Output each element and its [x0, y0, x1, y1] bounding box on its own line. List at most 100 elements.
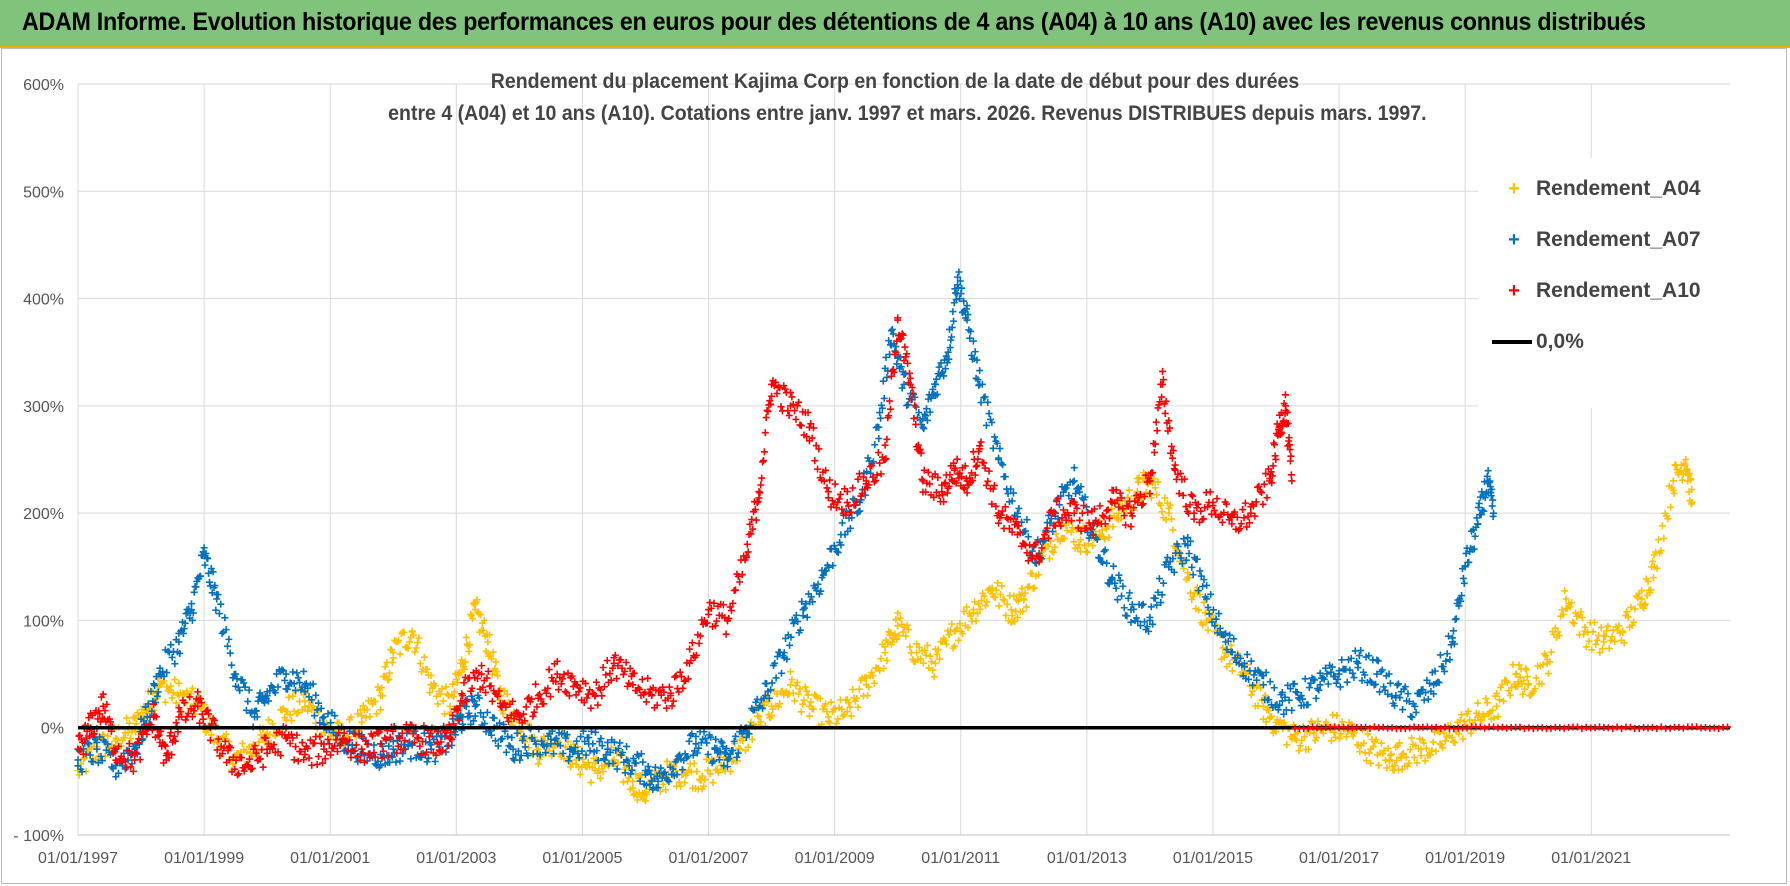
data-point-rendement_a07	[621, 769, 629, 777]
data-point-rendement_a07	[1112, 584, 1120, 592]
data-point-rendement_a10	[1141, 492, 1148, 500]
data-point-rendement_a10	[862, 477, 870, 485]
data-point-rendement_a10	[515, 713, 523, 721]
data-point-rendement_a10	[1197, 507, 1205, 515]
data-point-rendement_a10	[904, 359, 912, 367]
data-point-rendement_a07	[780, 649, 788, 657]
data-point-rendement_a10	[713, 617, 721, 625]
data-point-rendement_a04	[427, 672, 435, 680]
data-point-rendement_a10	[182, 716, 190, 724]
data-point-rendement_a07	[956, 277, 964, 285]
data-point-rendement_a10	[225, 756, 233, 764]
data-point-rendement_a04	[1314, 717, 1322, 725]
data-point-rendement_a10	[1119, 505, 1127, 513]
data-point-rendement_a04	[1605, 644, 1613, 652]
data-point-rendement_a10	[830, 500, 838, 508]
data-point-rendement_a07	[654, 777, 662, 785]
data-point-rendement_a10	[881, 441, 889, 449]
data-point-rendement_a07	[711, 745, 719, 753]
data-point-rendement_a04	[1068, 524, 1076, 532]
data-point-rendement_a10	[728, 607, 736, 615]
data-point-rendement_a10	[614, 662, 622, 670]
data-point-rendement_a04	[1283, 741, 1291, 749]
data-point-rendement_a07	[932, 375, 940, 383]
data-point-rendement_a07	[701, 734, 709, 742]
data-point-rendement_a07	[1299, 695, 1307, 703]
data-point-rendement_a07	[498, 735, 506, 743]
data-point-rendement_a04	[1000, 596, 1008, 604]
data-point-rendement_a07	[407, 755, 415, 763]
data-point-rendement_a07	[923, 416, 931, 424]
data-point-rendement_a04	[1045, 555, 1053, 563]
data-point-rendement_a10	[906, 380, 914, 388]
data-point-rendement_a10	[826, 476, 834, 484]
data-point-rendement_a07	[481, 720, 489, 728]
data-point-rendement_a04	[788, 676, 796, 684]
data-point-rendement_a04	[460, 665, 468, 673]
data-point-rendement_a07	[327, 719, 335, 727]
data-point-rendement_a07	[790, 619, 798, 627]
data-point-rendement_a04	[1114, 509, 1122, 517]
data-point-rendement_a07	[966, 334, 974, 342]
data-point-rendement_a04	[973, 609, 981, 617]
data-point-rendement_a10	[992, 502, 1000, 510]
data-point-rendement_a07	[628, 766, 636, 774]
data-point-rendement_a10	[788, 393, 796, 401]
data-point-rendement_a10	[1240, 514, 1248, 522]
data-point-rendement_a07	[1366, 677, 1374, 685]
data-point-rendement_a04	[1405, 759, 1413, 767]
data-point-rendement_a07	[1266, 678, 1274, 686]
data-point-rendement_a10	[843, 498, 851, 506]
data-point-rendement_a04	[1588, 646, 1596, 654]
data-point-rendement_a04	[1398, 751, 1406, 759]
data-point-rendement_a07	[991, 433, 999, 441]
data-point-rendement_a04	[453, 678, 461, 686]
data-point-rendement_a04	[881, 649, 889, 657]
data-point-rendement_a07	[963, 316, 971, 324]
data-point-rendement_a04	[286, 711, 294, 719]
data-point-rendement_a10	[906, 374, 914, 382]
data-point-rendement_a04	[167, 682, 175, 690]
data-point-rendement_a07	[869, 458, 877, 466]
data-point-rendement_a07	[1081, 493, 1089, 501]
data-point-rendement_a10	[758, 474, 766, 482]
data-point-rendement_a04	[466, 641, 474, 649]
data-point-rendement_a10	[112, 745, 120, 753]
data-point-rendement_a10	[1059, 506, 1067, 514]
data-point-rendement_a04	[697, 776, 705, 784]
data-point-rendement_a07	[1145, 627, 1153, 635]
data-point-rendement_a10	[849, 484, 857, 492]
data-point-rendement_a07	[993, 439, 1001, 447]
data-point-rendement_a07	[399, 750, 407, 758]
data-point-rendement_a04	[534, 760, 542, 768]
data-point-rendement_a04	[423, 665, 431, 673]
data-point-rendement_a04	[706, 770, 714, 778]
data-point-rendement_a04	[1372, 736, 1380, 744]
data-point-rendement_a10	[414, 734, 422, 742]
data-point-rendement_a04	[499, 710, 507, 718]
data-point-rendement_a07	[903, 401, 911, 409]
data-point-rendement_a04	[587, 778, 595, 786]
data-point-rendement_a07	[187, 600, 195, 608]
data-point-rendement_a10	[787, 388, 795, 396]
data-point-rendement_a10	[1218, 518, 1226, 526]
data-point-rendement_a04	[1342, 733, 1350, 741]
data-point-rendement_a10	[903, 350, 911, 358]
data-point-rendement_a04	[977, 596, 985, 604]
data-point-rendement_a04	[1195, 606, 1203, 614]
data-point-rendement_a07	[673, 771, 681, 779]
data-point-rendement_a10	[773, 390, 781, 398]
data-point-rendement_a10	[346, 736, 354, 744]
data-point-rendement_a07	[578, 747, 586, 755]
data-point-rendement_a04	[793, 679, 801, 687]
data-point-rendement_a07	[1338, 656, 1346, 664]
data-point-rendement_a10	[747, 530, 755, 538]
legend-item-a04: + Rendement_A04	[1492, 174, 1700, 204]
data-point-rendement_a04	[1482, 695, 1490, 703]
data-point-rendement_a04	[1619, 627, 1627, 635]
data-point-rendement_a10	[400, 745, 408, 753]
data-point-rendement_a10	[1070, 509, 1078, 517]
data-point-rendement_a04	[1499, 697, 1507, 705]
data-point-rendement_a04	[1432, 747, 1440, 755]
data-point-rendement_a10	[623, 682, 631, 690]
